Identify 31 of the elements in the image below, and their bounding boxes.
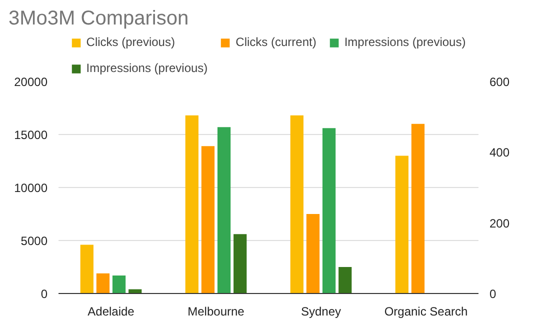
legend-label: Impressions (previous)	[86, 61, 208, 75]
y-tick-label: 5000	[20, 234, 48, 248]
legend-label: Clicks (previous)	[86, 35, 175, 49]
bar	[306, 214, 320, 294]
y-tick-label: 0	[40, 287, 48, 301]
bar	[80, 244, 94, 294]
chart-title: 3Mo3M Comparison	[8, 8, 189, 30]
y2-tick-label: 600	[490, 75, 510, 89]
bar	[322, 128, 336, 294]
bar	[290, 115, 304, 294]
x-tick-label: Organic Search	[384, 304, 468, 318]
legend-label: Clicks (current)	[236, 35, 316, 49]
bar	[185, 115, 198, 294]
bar	[201, 146, 215, 294]
x-tick-label: Sydney	[300, 304, 342, 318]
y2-tick-label: 400	[490, 146, 510, 160]
bar	[234, 234, 247, 294]
bar	[112, 275, 126, 294]
bar	[96, 273, 110, 294]
bar	[338, 267, 352, 294]
x-tick-label: Melbourne	[188, 304, 245, 318]
x-tick-label: Adelaide	[88, 304, 135, 318]
bar	[217, 127, 231, 294]
y-tick-label: 15000	[14, 128, 48, 142]
y2-tick-label: 0	[490, 287, 496, 301]
y-tick-label: 20000	[14, 75, 48, 89]
y-tick-label: 10000	[14, 181, 48, 195]
legend-label: Impressions (previous)	[344, 35, 466, 49]
bar	[395, 156, 408, 294]
y2-tick-label: 200	[490, 216, 510, 230]
bar	[411, 124, 425, 294]
